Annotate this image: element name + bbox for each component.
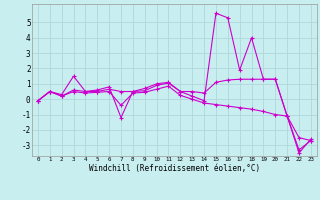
X-axis label: Windchill (Refroidissement éolien,°C): Windchill (Refroidissement éolien,°C) [89, 164, 260, 173]
